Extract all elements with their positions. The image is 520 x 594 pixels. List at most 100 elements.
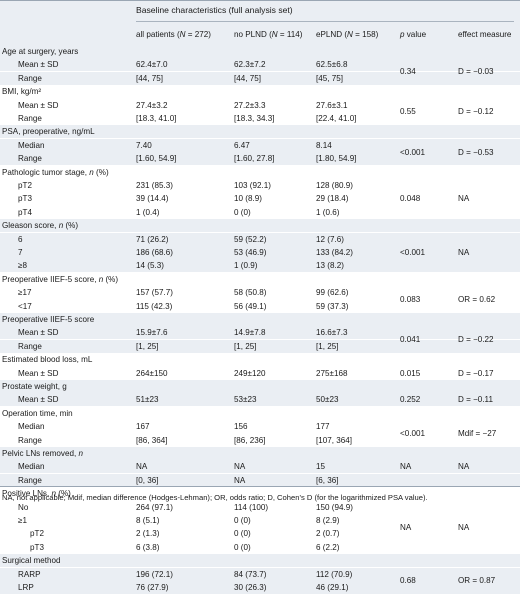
cell-eplnd: 62.5±6.8 <box>316 60 348 70</box>
table-row: ≥8 14 (5.3) 1 (0.9) 13 (8.2) <box>0 259 520 273</box>
row-label: Prostate weight, g <box>2 382 67 391</box>
cell-p-value: <0.001 <box>400 248 425 257</box>
table-row: LRP 76 (27.9) 30 (26.3) 46 (29.1) <box>0 581 520 594</box>
row-label: ≥17 <box>18 288 32 298</box>
cell-p-value: 0.252 <box>400 395 421 405</box>
table-row: pT3 6 (3.8) 0 (0) 6 (2.2) <box>0 541 520 554</box>
cell-p-value: 0.041 <box>400 335 421 345</box>
table-row: Range [1.60, 54.9] [1.60, 27.8] [1.80, 54.9… <box>0 152 520 166</box>
table-row: 7 186 (68.6) 53 (46.9) 133 (84.2) <box>0 246 520 259</box>
row-label: Surgical method <box>2 556 61 566</box>
table-row: pT4 1 (0.4) 0 (0) 1 (0.6) <box>0 206 520 219</box>
cell-effect-measure: OR = 0.87 <box>458 576 496 586</box>
table-row: Mean ± SD 51±23 53±23 50±23 <box>0 393 520 407</box>
row-label: Mean ± SD <box>18 100 59 110</box>
table-row: ≥17 157 (57.7) 58 (50.8) 99 (62.6) <box>0 286 520 299</box>
cell-p-value: 0.015 <box>400 368 421 378</box>
row-label: Range <box>18 73 42 83</box>
cell-no-plnd: 114 (100) <box>234 502 269 512</box>
table-row: pT2 2 (1.3) 0 (0) 2 (0.7) <box>0 527 520 540</box>
cell-eplnd: [22.4, 41.0] <box>316 114 357 123</box>
cell-no-plnd: 0 (0) <box>234 542 251 552</box>
table-section-row: Age at surgery, years <box>0 45 520 58</box>
cell-effect-measure: NA <box>458 248 470 257</box>
cell-eplnd: 1 (0.6) <box>316 207 340 217</box>
cell-all-patients: 39 (14.4) <box>136 194 169 204</box>
cell-no-plnd: 103 (92.1) <box>234 181 271 190</box>
cell-effect-measure: D = −0.53 <box>458 147 494 157</box>
cell-eplnd: 177 <box>316 422 330 432</box>
row-label: Age at surgery, years <box>2 47 79 56</box>
table-section-row: Preoperative IIEF-5 score <box>0 313 520 326</box>
table-row: Mean ± SD 27.4±3.2 27.2±3.3 27.6±3.1 <box>0 99 520 112</box>
table-row: Range [86, 364] [86, 236] [107, 364] <box>0 434 520 447</box>
cell-eplnd: 150 (94.9) <box>316 502 353 512</box>
cell-eplnd: 2 (0.7) <box>316 529 340 539</box>
cell-no-plnd: [18.3, 34.3] <box>234 114 275 123</box>
cell-no-plnd: 14.9±7.8 <box>234 328 266 338</box>
row-label: BMI, kg/m² <box>2 87 42 97</box>
cell-all-patients: 264 (97.1) <box>136 502 173 512</box>
cell-eplnd: 8 (2.9) <box>316 516 340 525</box>
table-section-row: Prostate weight, g <box>0 380 520 393</box>
header-divider <box>136 21 514 22</box>
cell-eplnd: [1.80, 54.9] <box>316 154 357 164</box>
row-label: Mean ± SD <box>18 60 59 70</box>
row-label: pT3 <box>18 194 32 204</box>
cell-effect-measure: OR = 0.62 <box>458 294 496 304</box>
cell-effect-measure: D = −0.12 <box>458 107 494 117</box>
cell-effect-measure: D = −0.03 <box>458 67 494 77</box>
cell-eplnd: 112 (70.9) <box>316 569 353 579</box>
row-label: Mean ± SD <box>18 368 59 378</box>
cell-all-patients: 8 (5.1) <box>136 516 160 525</box>
cell-no-plnd: 0 (0) <box>234 516 251 525</box>
row-label: Positive LNs, n (%) <box>2 489 71 499</box>
col-header-all-patients: all patients (N = 272) <box>136 30 211 39</box>
cell-p-value: NA <box>400 462 412 472</box>
row-label: Range <box>18 435 42 445</box>
cell-all-patients: 7.40 <box>136 140 152 150</box>
table-row: 6 71 (26.2) 59 (52.2) 12 (7.6) <box>0 232 520 246</box>
cell-no-plnd: 249±120 <box>234 368 266 378</box>
cell-all-patients: 6 (3.8) <box>136 542 160 552</box>
table-section-row: Preoperative IIEF-5 score, n (%) <box>0 273 520 286</box>
cell-eplnd: 46 (29.1) <box>316 583 349 592</box>
table-header: Baseline characteristics (full analysis … <box>0 0 520 46</box>
cell-all-patients: [0, 36] <box>136 475 159 485</box>
cell-p-value: <0.001 <box>400 147 425 157</box>
row-label: pT2 <box>18 181 32 190</box>
cell-eplnd: [1, 25] <box>316 341 339 351</box>
cell-all-patients: 51±23 <box>136 395 159 405</box>
cell-eplnd: [6, 36] <box>316 475 339 485</box>
cell-all-patients: 186 (68.6) <box>136 248 173 257</box>
row-label: LRP <box>18 583 34 592</box>
cell-effect-measure: D = −0.11 <box>458 395 493 405</box>
cell-eplnd: 275±168 <box>316 368 348 378</box>
cell-p-value: NA <box>400 522 412 532</box>
cell-no-plnd: [86, 236] <box>234 435 266 445</box>
cell-all-patients: [44, 75] <box>136 73 164 83</box>
table-row: pT3 39 (14.4) 10 (8.9) 29 (18.4) <box>0 192 520 205</box>
cell-all-patients: 2 (1.3) <box>136 529 160 539</box>
table-section-row: Gleason score, n (%) <box>0 219 520 233</box>
table-row: Mean ± SD 264±150 249±120 275±168 <box>0 367 520 380</box>
cell-all-patients: 71 (26.2) <box>136 234 169 244</box>
cell-all-patients: 157 (57.7) <box>136 288 173 298</box>
table-section-row: PSA, preoperative, ng/mL <box>0 125 520 139</box>
cell-all-patients: 115 (42.3) <box>136 301 173 311</box>
row-label: Mean ± SD <box>18 328 59 338</box>
table-row: Range [0, 36] NA [6, 36] <box>0 473 520 487</box>
cell-effect-measure: NA <box>458 194 470 204</box>
cell-no-plnd: 58 (50.8) <box>234 288 267 298</box>
cell-p-value: 0.68 <box>400 576 416 586</box>
cell-p-value: <0.001 <box>400 428 425 438</box>
cell-eplnd: 12 (7.6) <box>316 234 344 244</box>
cell-eplnd: 27.6±3.1 <box>316 100 348 110</box>
row-label: Pelvic LNs removed, n <box>2 449 83 458</box>
cell-no-plnd: 156 <box>234 422 248 432</box>
row-label: pT2 <box>30 529 44 539</box>
row-label: pT4 <box>18 207 32 217</box>
row-label: Range <box>18 154 42 164</box>
cell-eplnd: [107, 364] <box>316 435 353 445</box>
